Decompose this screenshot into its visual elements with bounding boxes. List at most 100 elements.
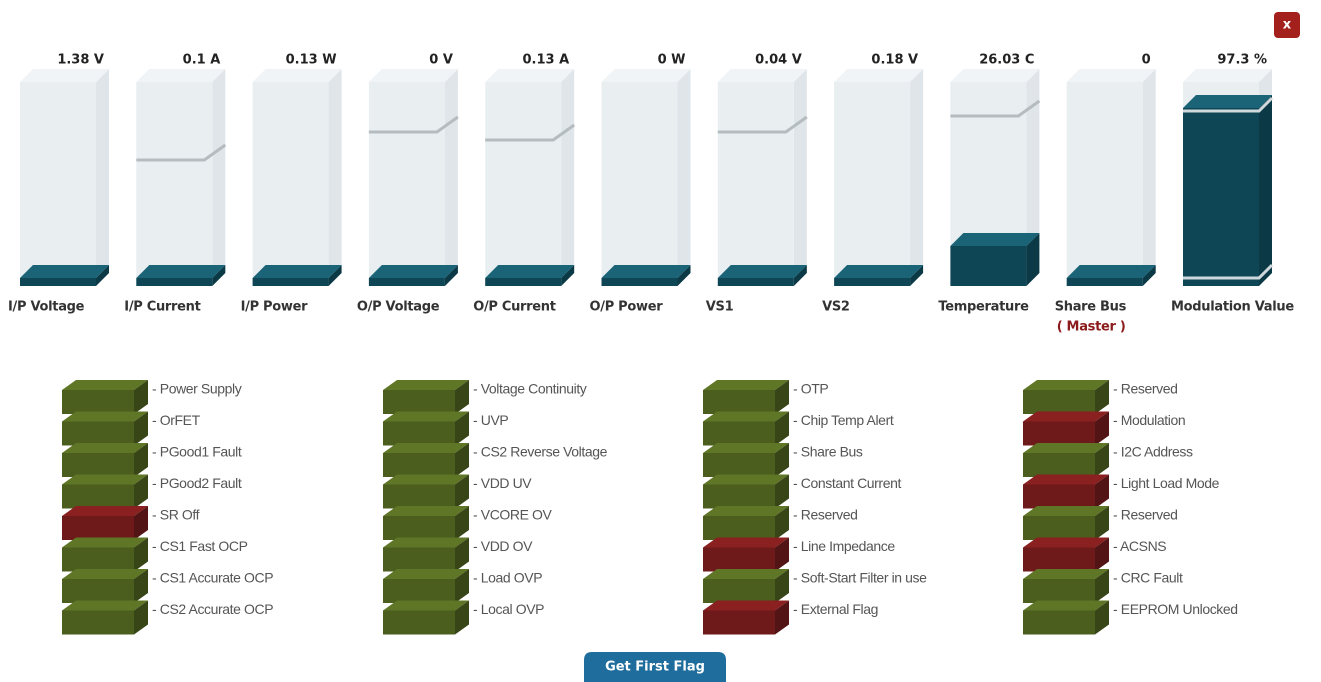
gauge-name: VS1 bbox=[706, 300, 734, 315]
flag bbox=[62, 600, 148, 635]
reading: 0.13 A bbox=[523, 53, 570, 68]
flag-front bbox=[62, 579, 134, 603]
gauge-note: ( Master ) bbox=[1057, 320, 1126, 335]
flag-front bbox=[1023, 484, 1095, 509]
gauge-name: O/P Voltage bbox=[357, 300, 440, 315]
gauge-top bbox=[950, 69, 1040, 82]
flag-label: - CS1 Fast OCP bbox=[152, 538, 248, 554]
gauge-top bbox=[136, 69, 226, 82]
gauge-fill-top bbox=[136, 265, 226, 278]
gauge-fill-top bbox=[1183, 95, 1272, 108]
flag-label: - Chip Temp Alert bbox=[793, 412, 894, 428]
flag bbox=[703, 600, 789, 635]
flag-button[interactable]: Get First Flag bbox=[584, 652, 726, 682]
gauge-top bbox=[1066, 69, 1156, 82]
flag-side bbox=[1095, 474, 1109, 509]
flag bbox=[1023, 380, 1109, 414]
flag-side bbox=[1095, 600, 1109, 635]
flag bbox=[62, 506, 148, 540]
gauge-fill-front bbox=[252, 278, 329, 286]
gauge-rim bbox=[1183, 96, 1274, 113]
flag-top bbox=[383, 506, 469, 516]
flag-top bbox=[383, 380, 469, 390]
flag bbox=[1023, 474, 1109, 509]
flag-top bbox=[62, 569, 148, 579]
flag-top bbox=[62, 600, 148, 611]
gauge-fill-front bbox=[1183, 108, 1259, 286]
gauge-name: I/P Power bbox=[241, 300, 309, 315]
gauge-fill-side bbox=[793, 265, 807, 286]
flag-label: - CS2 Accurate OCP bbox=[152, 601, 273, 617]
flag-top bbox=[62, 506, 148, 516]
flag-top bbox=[1023, 537, 1109, 548]
flag-side bbox=[134, 380, 148, 414]
flag bbox=[62, 537, 148, 572]
reading: 0.1 A bbox=[183, 53, 221, 68]
reading: 0 V bbox=[429, 53, 453, 68]
gauge-front bbox=[20, 82, 96, 286]
gauge-top bbox=[20, 69, 109, 82]
flag bbox=[62, 411, 148, 446]
gauge-fill-side bbox=[677, 265, 691, 286]
flag-label: - Reserved bbox=[793, 507, 857, 523]
flag-label: - OTP bbox=[793, 381, 828, 397]
gauge-side bbox=[328, 69, 342, 286]
gauge-fill-front bbox=[485, 278, 562, 286]
flag-label: - CS1 Accurate OCP bbox=[152, 570, 273, 586]
flag-side bbox=[455, 411, 469, 446]
flag-label: - Load OVP bbox=[473, 570, 542, 586]
flag-label: - VCORE OV bbox=[473, 507, 553, 523]
close-label[interactable]: x bbox=[1283, 18, 1292, 33]
flag-top bbox=[383, 537, 469, 548]
flag bbox=[703, 537, 789, 572]
flag-front bbox=[62, 484, 134, 509]
flag bbox=[1023, 506, 1109, 540]
gauge-side bbox=[96, 69, 109, 286]
flag-side bbox=[455, 569, 469, 603]
gauge-front bbox=[252, 82, 329, 286]
flag-top bbox=[703, 506, 789, 516]
flag-label: - VDD UV bbox=[473, 475, 532, 491]
flag-front bbox=[62, 453, 134, 477]
flag-front bbox=[703, 390, 775, 414]
flag-top bbox=[703, 474, 789, 485]
gauge-side bbox=[444, 69, 458, 286]
flag-side bbox=[134, 537, 148, 572]
flag-front bbox=[703, 516, 775, 540]
gauge-front bbox=[136, 82, 213, 286]
flag-label: - OrFET bbox=[152, 412, 201, 428]
flag bbox=[383, 600, 469, 635]
flag-label: - SR Off bbox=[152, 507, 200, 523]
flag bbox=[383, 569, 469, 603]
gauge bbox=[717, 69, 808, 286]
flag-top bbox=[1023, 569, 1109, 579]
flag-label: - Local OVP bbox=[473, 601, 544, 617]
flag-top bbox=[1023, 443, 1109, 453]
flag-label: - UVP bbox=[473, 412, 508, 428]
flag-side bbox=[775, 380, 789, 414]
gauge-side bbox=[1142, 69, 1156, 286]
close-button[interactable]: x bbox=[1274, 12, 1300, 38]
flag-front bbox=[383, 484, 455, 509]
threshold-line bbox=[368, 115, 459, 134]
flag-label: - VDD OV bbox=[473, 538, 533, 554]
flag-top bbox=[383, 411, 469, 422]
gauge-fill-front bbox=[834, 278, 911, 286]
gauge-top bbox=[252, 69, 342, 82]
flag-front bbox=[1023, 547, 1095, 572]
flag bbox=[383, 474, 469, 509]
button-label[interactable]: Get First Flag bbox=[605, 660, 705, 675]
flag-label: - Reserved bbox=[1113, 381, 1177, 397]
flag bbox=[703, 380, 789, 414]
flag-side bbox=[455, 443, 469, 477]
gauge-fill-side bbox=[1142, 265, 1156, 286]
gauge-fill-side bbox=[561, 265, 575, 286]
gauge-name: O/P Power bbox=[590, 300, 664, 315]
gauge-name: O/P Current bbox=[473, 300, 556, 315]
flag bbox=[1023, 600, 1109, 635]
flag-side bbox=[134, 411, 148, 446]
gauge-fill-side bbox=[444, 265, 458, 286]
reading: 0 bbox=[1142, 53, 1151, 68]
flag-front bbox=[383, 390, 455, 414]
flag bbox=[383, 506, 469, 540]
